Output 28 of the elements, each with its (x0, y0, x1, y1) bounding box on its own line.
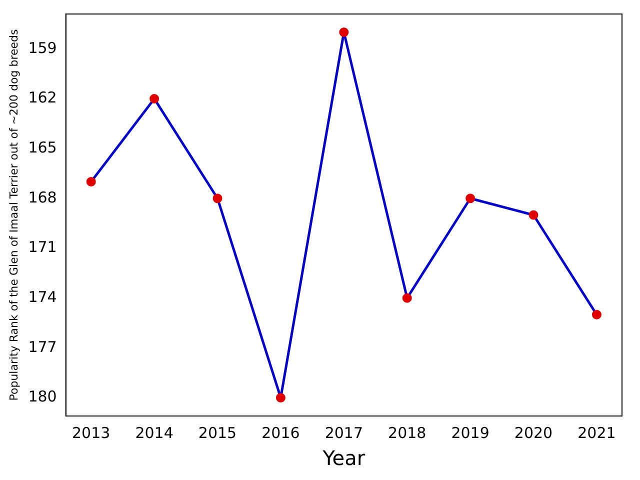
x-tick-label: 2016 (262, 424, 300, 442)
y-tick-label: 171 (28, 238, 57, 256)
point (276, 392, 286, 402)
x-tick-label: 2015 (198, 424, 237, 442)
point (86, 177, 96, 187)
x-tick-label: 2013 (72, 424, 110, 442)
x-tick-label: 2017 (324, 424, 364, 442)
x-tick-label: 2019 (451, 424, 490, 442)
x-tick-label: 2014 (135, 424, 174, 442)
point (592, 310, 602, 320)
point (212, 194, 222, 204)
y-axis-title: Popularity Rank of the Glen of Imaal Terrier out of ~200 dog breeds (7, 28, 20, 401)
y-tick-label: 180 (28, 388, 57, 406)
x-tick-label: 2018 (388, 424, 426, 442)
x-tick-label: 2021 (578, 424, 616, 442)
point (150, 94, 160, 104)
point (528, 210, 538, 220)
y-tick-label: 159 (28, 38, 57, 57)
point (402, 293, 412, 303)
point (466, 194, 476, 204)
x-tick-label: 2020 (514, 424, 553, 442)
point (339, 28, 349, 38)
y-tick-label: 162 (28, 88, 57, 107)
x-axis-title: Year (322, 446, 366, 470)
y-tick-label: 168 (28, 188, 57, 206)
y-tick-label: 177 (28, 338, 57, 356)
y-tick-label: 165 (28, 138, 57, 156)
y-tick-label: 174 (28, 288, 57, 306)
